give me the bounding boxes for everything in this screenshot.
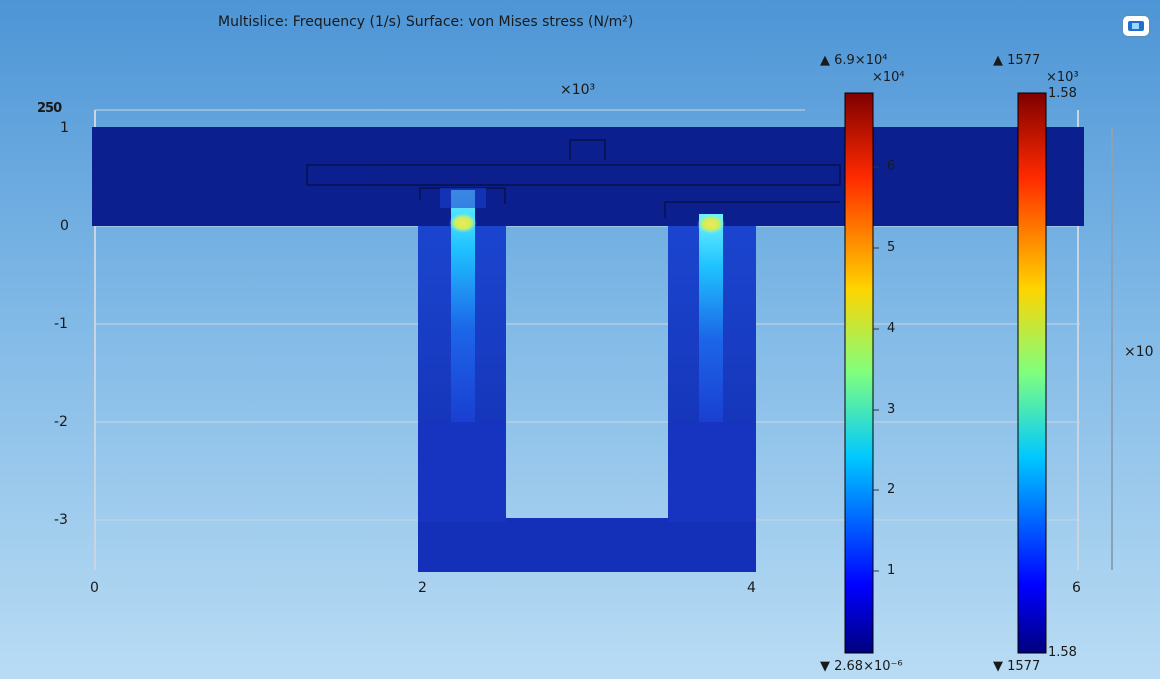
plot-multiplier-top: ×10³ — [560, 82, 596, 98]
x-tick: 0 — [90, 580, 99, 596]
right-hotspot — [697, 214, 725, 234]
frequency-multiplier: ×10³ — [1046, 70, 1079, 85]
left-beam-head — [440, 188, 486, 208]
stress-tick: 1 — [887, 563, 896, 578]
frequency-min-label: ▼ 1577 — [993, 659, 1041, 674]
stress-colorbar-ticks — [873, 166, 879, 572]
y-tick: 1 — [60, 120, 69, 136]
top-plate — [92, 127, 1084, 226]
stress-tick: 5 — [887, 240, 896, 255]
stress-multiplier: ×10⁴ — [872, 70, 905, 85]
x-tick: 6 — [1072, 580, 1081, 596]
x-tick: 4 — [747, 580, 756, 596]
bottom-bar — [418, 518, 756, 572]
view-button[interactable] — [1123, 16, 1149, 36]
y-tick: -2 — [54, 414, 68, 430]
y-tick: -1 — [54, 316, 68, 332]
plot-title: Multislice: Frequency (1/s) Surface: von… — [218, 14, 634, 30]
frequency-bottom-value: 1.58 — [1048, 645, 1077, 660]
stress-colorbar — [844, 92, 874, 654]
frequency-max-label: ▲ 1577 — [993, 53, 1041, 68]
frequency-colorbar — [1017, 92, 1047, 654]
lower-left — [418, 422, 506, 522]
lower-right — [668, 422, 756, 522]
stress-min-label: ▼ 2.68×10⁻⁶ — [820, 659, 903, 674]
camera-view-icon — [1128, 21, 1144, 31]
stress-tick: 4 — [887, 321, 896, 336]
y-tick: -3 — [54, 512, 68, 528]
frequency-top-value: 1.58 — [1048, 86, 1077, 101]
x-tick: 2 — [418, 580, 427, 596]
overlapping-axis-label: 250 — [37, 101, 62, 116]
y-tick: 0 — [60, 218, 69, 234]
plot-multiplier-right: ×10 — [1124, 344, 1154, 360]
left-hotspot — [449, 213, 477, 233]
stress-tick: 3 — [887, 402, 896, 417]
stress-max-label: ▲ 6.9×10⁴ — [820, 53, 888, 68]
stress-tick: 2 — [887, 482, 896, 497]
right-beam — [699, 214, 723, 422]
stress-tick: 6 — [887, 159, 896, 174]
